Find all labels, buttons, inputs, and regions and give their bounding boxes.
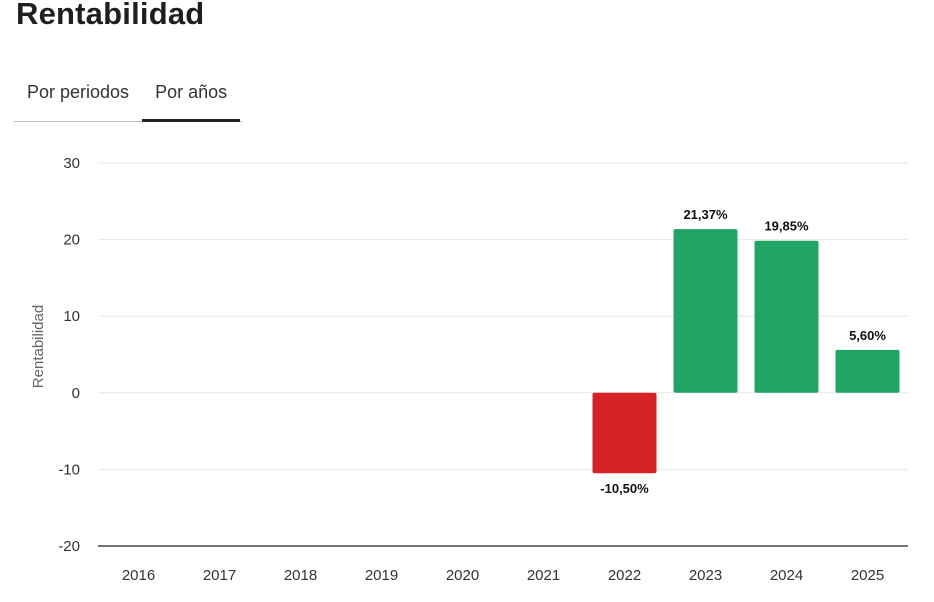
y-tick-label: -20 xyxy=(58,538,80,555)
x-tick-label: 2020 xyxy=(446,567,479,584)
y-axis-title: Rentabilidad xyxy=(30,305,47,388)
x-tick-label: 2016 xyxy=(122,567,155,584)
data-label-2024: 19,85% xyxy=(764,219,809,234)
x-tick-label: 2018 xyxy=(284,567,317,584)
bar-2023 xyxy=(673,229,738,393)
y-tick-label: 30 xyxy=(63,155,80,172)
tab-por-anos[interactable]: Por años xyxy=(142,78,241,122)
bar-2022 xyxy=(592,392,657,474)
y-tick-label: 0 xyxy=(72,385,80,402)
tab-por-periodos[interactable]: Por periodos xyxy=(27,82,130,102)
x-tick-label: 2023 xyxy=(689,567,722,584)
y-tick-label: 20 xyxy=(63,232,80,249)
y-tick-label: 10 xyxy=(63,308,80,325)
period-tabs: Por periodos Por años xyxy=(14,78,242,122)
data-label-2025: 5,60% xyxy=(849,328,886,343)
x-tick-label: 2022 xyxy=(608,567,641,584)
x-tick-label: 2017 xyxy=(203,567,236,584)
data-label-2022: -10,50% xyxy=(600,481,649,496)
x-tick-label: 2019 xyxy=(365,567,398,584)
data-label-2023: 21,37% xyxy=(683,207,728,222)
page-title: Rentabilidad xyxy=(16,0,205,31)
bar-2024 xyxy=(754,240,819,393)
x-tick-label: 2024 xyxy=(770,567,803,584)
bar-2025 xyxy=(835,349,900,393)
returns-bar-chart: 30 20 10 0 -10 -20 Rentabilidad 2016 2017 2018 201… xyxy=(30,155,908,584)
x-tick-label: 2025 xyxy=(851,567,884,584)
x-tick-label: 2021 xyxy=(527,567,560,584)
y-tick-label: -10 xyxy=(58,461,80,478)
